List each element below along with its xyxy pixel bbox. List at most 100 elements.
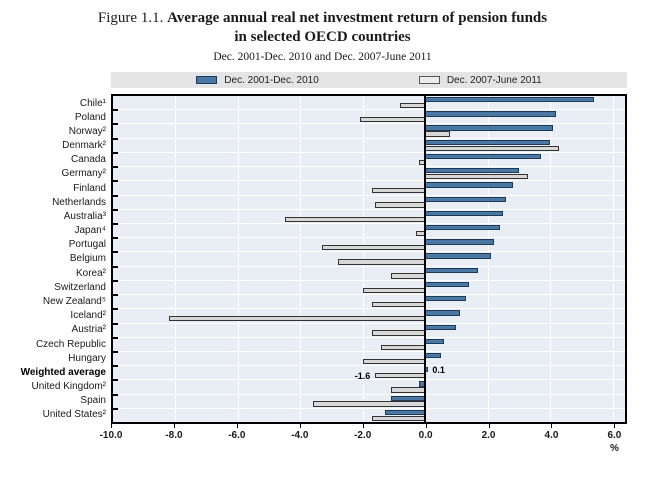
category-label: Switzerland	[54, 281, 106, 293]
bar-period1	[425, 139, 551, 145]
bar-period2	[312, 401, 426, 407]
bar-period1	[425, 125, 554, 131]
legend-label-period1: Dec. 2001-Dec. 2010	[224, 74, 319, 86]
bar-period1	[425, 310, 460, 316]
axis-tick	[425, 424, 427, 428]
bar-value-label: -1.6	[354, 371, 371, 382]
bar-period2	[337, 259, 426, 265]
bar-period2	[362, 358, 426, 365]
chart-row	[113, 251, 625, 267]
bar-period2	[425, 131, 451, 137]
axis-tick-label: 4.0	[544, 430, 559, 441]
chart-row	[113, 208, 625, 224]
bar-period2	[400, 102, 426, 109]
bar-period1	[425, 296, 466, 302]
bar-period2	[425, 145, 560, 151]
chart-row	[113, 109, 625, 125]
axis-tick	[488, 424, 490, 428]
bar-period2	[372, 330, 426, 336]
chart-row	[113, 123, 625, 139]
axis-tick-label: 6.0	[607, 430, 622, 441]
chart-row	[113, 222, 625, 239]
category-label: Netherlands	[52, 196, 106, 208]
axis-tick	[236, 424, 238, 428]
category-label: Japan⁴	[74, 225, 106, 237]
chart-row	[113, 96, 625, 111]
bar-period1	[425, 239, 494, 245]
figure-title: Figure 1.1. Average annual real net inve…	[0, 9, 645, 47]
value-axis: -10.0 -8.0 -6.0 -4.0 -2.0 0.0 2.0 4.0 6.0%	[100, 424, 627, 456]
category-axis: Chile¹ Poland Norway² Denmark² Canada Germany…	[0, 94, 111, 424]
figure-number: Figure 1.1.	[97, 10, 164, 26]
bar-period2	[381, 344, 426, 350]
bar-period1	[425, 352, 441, 359]
bar-period1	[390, 395, 426, 401]
chart-row	[113, 180, 625, 196]
category-label: Australia³	[63, 210, 106, 222]
gridline	[362, 96, 364, 422]
bar-period1	[425, 153, 541, 160]
chart-row	[113, 279, 625, 296]
category-label: Weighted average	[20, 366, 106, 378]
category-label: United Kingdom²	[31, 381, 106, 393]
category-label: Chile¹	[79, 97, 106, 109]
legend-swatch-gray	[418, 76, 440, 84]
bar-period2	[375, 202, 426, 208]
category-label: Germany²	[61, 168, 106, 180]
legend-item-period2: Dec. 2007-June 2011	[418, 74, 542, 86]
category-label: Iceland²	[70, 310, 106, 322]
figure-subtitle: Dec. 2001-Dec. 2010 and Dec. 2007-June 2…	[213, 51, 432, 63]
bar-period1	[425, 196, 507, 202]
legend-swatch-blue	[196, 76, 218, 84]
bar-period2	[390, 387, 426, 393]
bar-period2	[375, 373, 426, 379]
bar-period2	[372, 415, 426, 421]
axis-tick	[614, 424, 616, 428]
axis-tick	[173, 424, 175, 428]
axis-tick-label: -8.0	[165, 430, 183, 441]
bar-period1	[425, 324, 457, 330]
category-label: Portugal	[68, 239, 106, 251]
chart-row	[113, 407, 625, 422]
bar-period2	[390, 273, 426, 279]
legend-label-period2: Dec. 2007-June 2011	[446, 74, 542, 86]
bar-period1	[425, 111, 557, 117]
title-text-1: Average annual real net investment retur…	[167, 10, 548, 26]
category-label: Korea²	[75, 267, 106, 279]
gridline	[612, 96, 614, 422]
category-label: Hungary	[68, 352, 106, 364]
bar-period2	[372, 188, 426, 194]
bar-period2	[359, 117, 426, 123]
axis-tick-label: 2.0	[481, 430, 496, 441]
axis-unit-label: %	[609, 443, 619, 454]
bar-period1	[425, 168, 519, 174]
title-text-2: in selected OECD countries	[234, 29, 411, 45]
chart-area: Chile¹ Poland Norway² Denmark² Canada Germany…	[0, 94, 645, 424]
category-label: Canada	[70, 154, 106, 166]
plot-area: 0.1 -1.6	[111, 94, 627, 424]
bar-period1	[425, 225, 501, 231]
bar-period1	[425, 182, 513, 188]
bar-period1	[425, 267, 479, 273]
bar-period2	[425, 173, 529, 180]
gridline	[487, 96, 489, 422]
gridline	[237, 96, 239, 422]
chart-row	[113, 237, 625, 253]
bar-period2	[322, 245, 426, 251]
bar-period1	[425, 253, 491, 259]
axis-tick	[111, 424, 112, 428]
axis-tick-label: -6.0	[228, 430, 246, 441]
category-label: Czech Republic	[35, 338, 106, 350]
category-label: Norway²	[68, 125, 106, 137]
axis-tick-label: -2.0	[354, 430, 372, 441]
category-label: Belgium	[69, 253, 106, 265]
axis-tick	[299, 424, 301, 428]
axis-tick-label: -4.0	[291, 430, 309, 441]
chart-row	[113, 350, 625, 367]
chart-row	[113, 265, 625, 281]
category-label: Finland	[73, 182, 106, 194]
bar-period1	[384, 409, 426, 416]
bar-period2	[372, 301, 426, 308]
gridline	[300, 96, 302, 422]
bar-period1	[425, 281, 469, 288]
